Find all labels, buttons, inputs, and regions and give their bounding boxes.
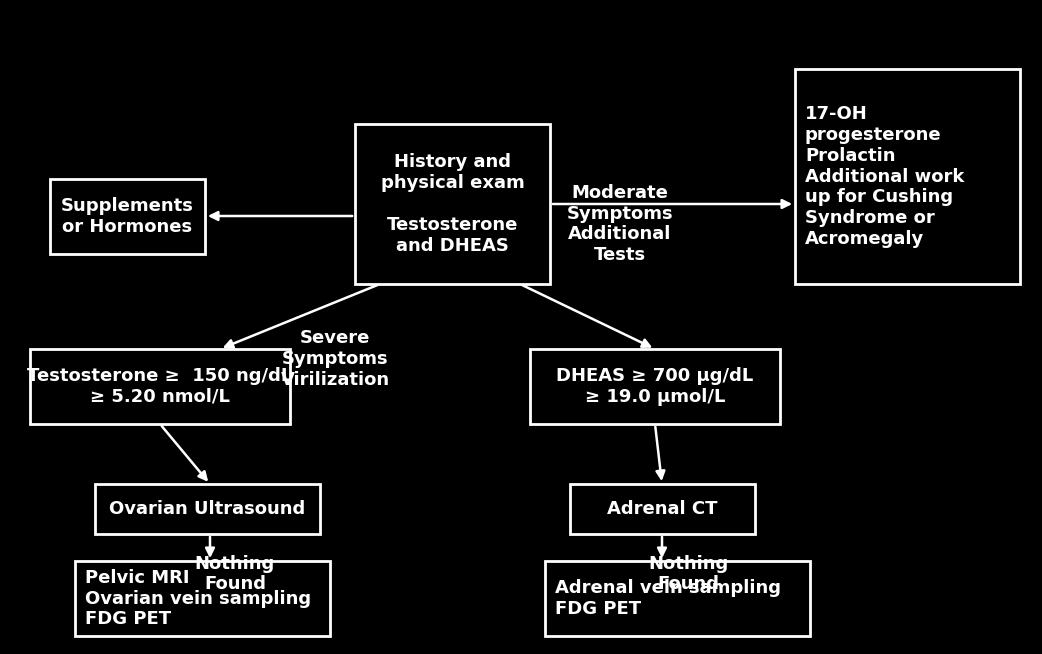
- FancyBboxPatch shape: [95, 484, 320, 534]
- Text: Severe
Symptoms
Virilization: Severe Symptoms Virilization: [280, 329, 390, 388]
- Text: Moderate
Symptoms
Additional
Tests: Moderate Symptoms Additional Tests: [567, 184, 673, 264]
- FancyBboxPatch shape: [795, 69, 1020, 284]
- Text: Nothing
Found: Nothing Found: [648, 555, 728, 593]
- FancyBboxPatch shape: [530, 349, 780, 424]
- Text: History and
physical exam

Testosterone
and DHEAS: History and physical exam Testosterone a…: [380, 154, 524, 254]
- FancyBboxPatch shape: [545, 561, 810, 636]
- FancyBboxPatch shape: [50, 179, 205, 254]
- Text: DHEAS ≥ 700 µg/dL
≥ 19.0 µmol/L: DHEAS ≥ 700 µg/dL ≥ 19.0 µmol/L: [556, 367, 753, 406]
- Text: Adrenal CT: Adrenal CT: [607, 500, 718, 518]
- Text: Testosterone ≥  150 ng/dL
≥ 5.20 nmol/L: Testosterone ≥ 150 ng/dL ≥ 5.20 nmol/L: [27, 367, 293, 406]
- FancyBboxPatch shape: [75, 561, 330, 636]
- Text: Supplements
or Hormones: Supplements or Hormones: [61, 197, 194, 236]
- FancyBboxPatch shape: [355, 124, 550, 284]
- Text: Adrenal vein sampling
FDG PET: Adrenal vein sampling FDG PET: [555, 579, 782, 618]
- FancyBboxPatch shape: [570, 484, 755, 534]
- Text: 17-OH
progesterone
Prolactin
Additional work
up for Cushing
Syndrome or
Acromega: 17-OH progesterone Prolactin Additional …: [805, 105, 965, 248]
- Text: Pelvic MRI
Ovarian vein sampling
FDG PET: Pelvic MRI Ovarian vein sampling FDG PET: [85, 569, 312, 628]
- Text: Nothing
Found: Nothing Found: [195, 555, 275, 593]
- FancyBboxPatch shape: [30, 349, 290, 424]
- Text: Ovarian Ultrasound: Ovarian Ultrasound: [109, 500, 305, 518]
